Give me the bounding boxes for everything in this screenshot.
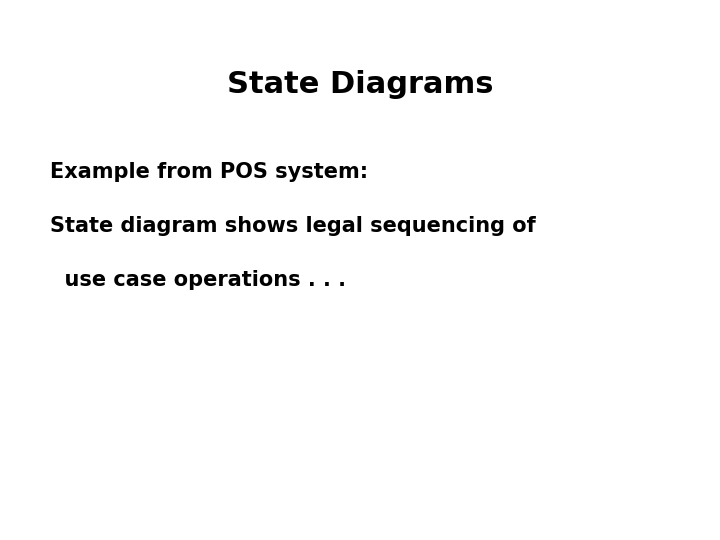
Text: use case operations . . .: use case operations . . . [50,270,346,290]
Text: State diagram shows legal sequencing of: State diagram shows legal sequencing of [50,216,536,236]
Text: State Diagrams: State Diagrams [227,70,493,99]
Text: Example from POS system:: Example from POS system: [50,162,369,182]
